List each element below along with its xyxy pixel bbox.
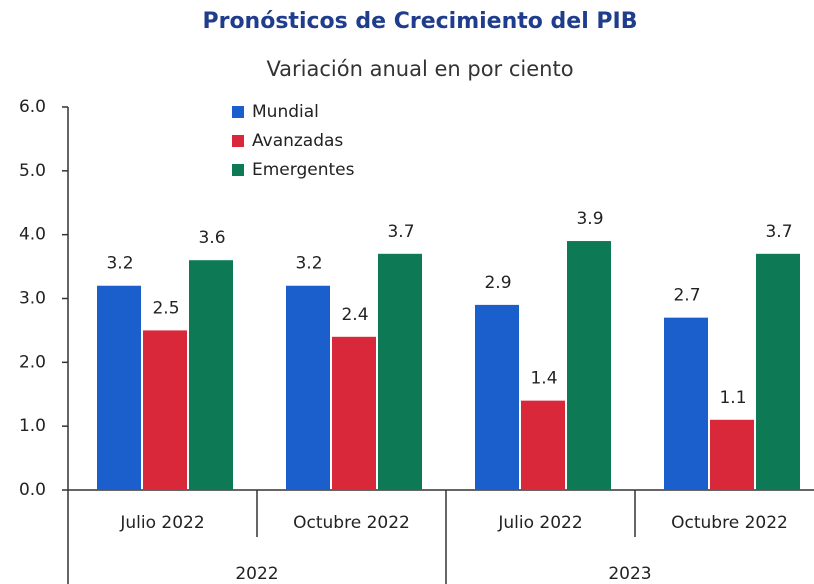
value-label: 2.4 [341, 305, 368, 325]
value-label: 3.7 [765, 222, 792, 242]
x-tick-label: Octubre 2022 [293, 513, 410, 533]
bar [143, 330, 187, 490]
y-tick-label: 3.0 [19, 289, 46, 309]
bar [521, 400, 565, 490]
y-tick-label: 0.0 [19, 480, 46, 500]
y-tick-label: 1.0 [19, 416, 46, 436]
legend-swatch [232, 135, 244, 147]
chart-title: Pronósticos de Crecimiento del PIB [202, 9, 637, 34]
value-label: 2.5 [152, 298, 179, 318]
legend-swatch [232, 164, 244, 176]
y-tick-label: 5.0 [19, 161, 46, 181]
bar [97, 285, 141, 490]
bar [286, 285, 330, 490]
bar [378, 253, 422, 490]
chart-subtitle: Variación anual en por ciento [266, 57, 573, 81]
legend-label: Mundial [252, 102, 319, 122]
bar [664, 317, 708, 490]
value-label: 1.4 [530, 369, 557, 389]
y-tick-label: 4.0 [19, 225, 46, 245]
bar [475, 304, 519, 490]
x-tick-label: Octubre 2022 [671, 513, 788, 533]
value-label: 3.7 [387, 222, 414, 242]
bar [756, 253, 800, 490]
bar [567, 241, 611, 490]
bar [332, 336, 376, 490]
value-label: 3.9 [576, 209, 603, 229]
bar [189, 260, 233, 490]
group-label: 2023 [608, 564, 651, 584]
value-label: 2.9 [484, 273, 511, 293]
value-label: 2.7 [673, 286, 700, 306]
value-label: 3.2 [106, 254, 133, 274]
legend-swatch [232, 106, 244, 118]
x-tick-label: Julio 2022 [119, 513, 204, 533]
y-tick-label: 2.0 [19, 352, 46, 372]
value-label: 3.6 [198, 228, 225, 248]
value-label: 3.2 [295, 254, 322, 274]
y-tick-label: 6.0 [19, 97, 46, 117]
bar [710, 419, 754, 490]
group-label: 2022 [235, 564, 278, 584]
legend-label: Avanzadas [252, 131, 343, 151]
x-tick-label: Julio 2022 [497, 513, 582, 533]
value-label: 1.1 [719, 388, 746, 408]
legend-label: Emergentes [252, 160, 355, 180]
